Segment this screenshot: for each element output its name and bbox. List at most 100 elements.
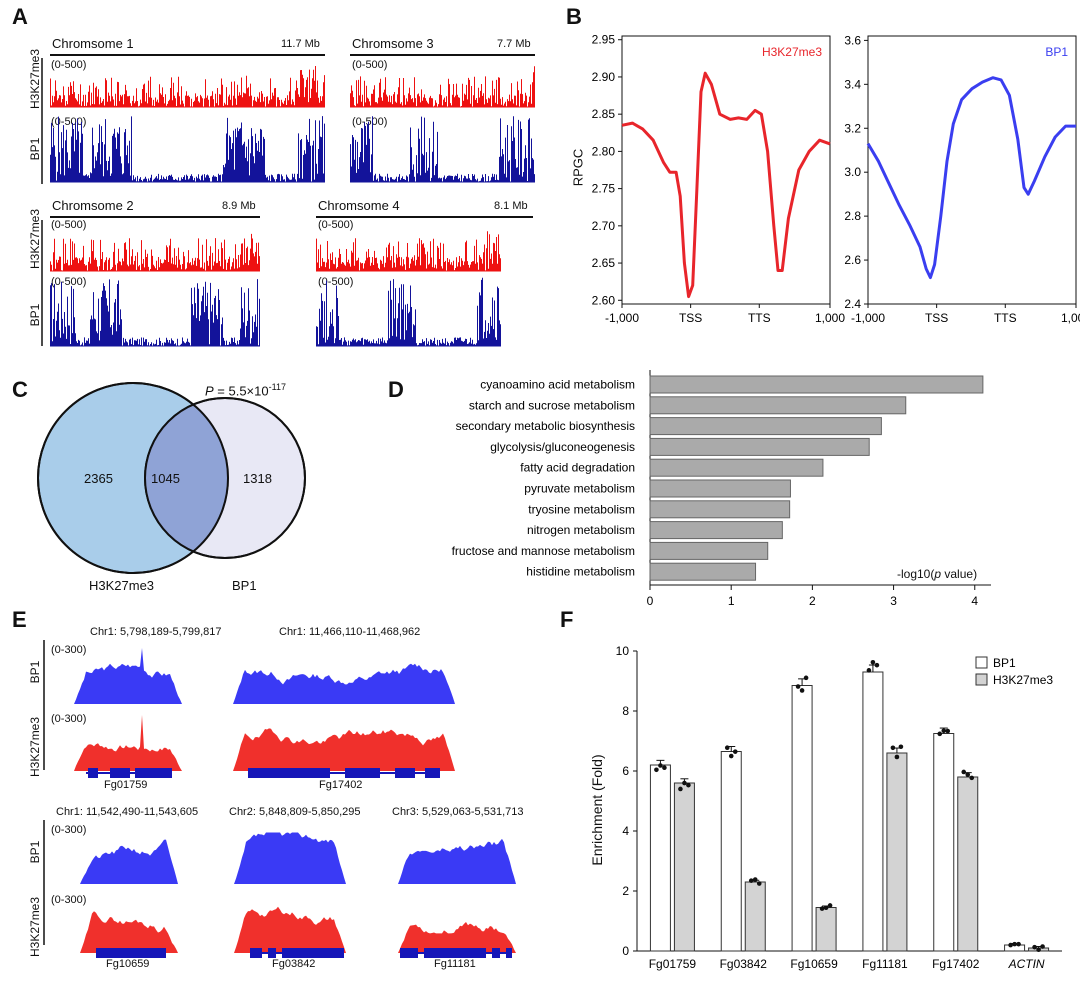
category-label: tryosine metabolism (528, 502, 635, 516)
panel-label-c: C (12, 377, 28, 402)
x-tick-label: 4 (971, 594, 978, 608)
bar (933, 733, 955, 952)
panel-label-f: F (560, 607, 574, 632)
bp1-coverage (233, 663, 455, 704)
y-tick-label: 10 (616, 644, 630, 658)
h3k27me3-signal (50, 66, 325, 107)
replicate-point (1012, 941, 1017, 947)
bar (862, 671, 884, 952)
replicate-point (870, 659, 876, 665)
bp1-signal (350, 116, 535, 182)
locus-coord: Chr1: 11,466,110-11,468,962 (279, 626, 421, 638)
chrom1-size: 11.7 Mb (281, 38, 320, 50)
x-axis-label: -log10(p value) (897, 567, 978, 581)
plot-frame (867, 35, 1077, 305)
p-value: P = 5.5×10-117 (205, 382, 286, 399)
x-tick-label: TSS (925, 311, 948, 325)
bar (815, 907, 837, 952)
y-tick-label: 2.85 (592, 107, 616, 121)
legend-label: H3K27me3 (993, 673, 1053, 687)
bar (744, 881, 766, 952)
range-label: (0-300) (51, 824, 87, 836)
replicate-point (890, 745, 896, 751)
replicate-point (1032, 944, 1037, 950)
x-tick-label: 1 (728, 594, 735, 608)
legend-label: H3K27me3 (762, 45, 822, 59)
bar (649, 500, 791, 519)
x-tick-label: -1,000 (851, 311, 885, 325)
category-label: Fg17402 (932, 957, 980, 971)
panel-label-d: D (388, 377, 404, 402)
locus-coord: Chr1: 11,542,490-11,543,605 (56, 806, 199, 818)
bar (957, 776, 979, 952)
range-label: (0-500) (352, 116, 388, 128)
gene-name: Fg17402 (319, 779, 363, 791)
gene-exon (492, 948, 500, 958)
replicate-point (662, 765, 667, 771)
y-tick-label: 3.6 (844, 33, 861, 47)
y-tick-label: 3.2 (844, 121, 861, 135)
chrom1-title: Chromsome 1 (52, 36, 134, 51)
count-bp1-only: 1318 (243, 471, 272, 486)
h3k27me3-coverage (233, 728, 455, 771)
y-tick-label: 8 (622, 704, 629, 718)
replicate-point (1036, 947, 1041, 952)
y-tick-label: 2.95 (592, 33, 616, 47)
replicate-point (874, 662, 880, 668)
h3k27me3-coverage (74, 715, 182, 771)
category-label: Fg01759 (649, 957, 697, 971)
replicate-point (682, 780, 687, 786)
gene-exon (250, 948, 262, 958)
y-tick-label: 2.70 (592, 219, 616, 233)
category-label: pyruvate metabolism (524, 482, 635, 496)
category-label: Fg11181 (862, 957, 908, 971)
bar (649, 396, 907, 415)
replicate-point (728, 753, 734, 759)
gene-exon (400, 948, 418, 958)
gene-exon (282, 948, 344, 958)
category-label: fatty acid degradation (520, 461, 635, 475)
bar (649, 479, 791, 498)
h3k27me3-signal (50, 233, 260, 271)
gene-exon (96, 948, 166, 958)
replicate-point (732, 749, 738, 754)
replicate-point (941, 728, 947, 734)
range-label: (0-300) (51, 713, 87, 725)
replicate-point (937, 731, 943, 737)
bar (720, 751, 742, 952)
replicate-point (686, 782, 691, 788)
bp1-coverage (234, 832, 346, 884)
chrom4-size: 8.1 Mb (494, 200, 528, 212)
y-tick-label: 3.4 (844, 77, 861, 91)
bar (673, 782, 695, 952)
legend-label: BP1 (993, 656, 1016, 670)
replicate-point (756, 881, 762, 886)
x-tick-label: TTS (994, 311, 1017, 325)
gene-name: Fg03842 (272, 958, 316, 970)
category-label: glycolysis/gluconeogenesis (490, 440, 635, 454)
replicate-point (748, 878, 754, 883)
bar (649, 521, 783, 540)
replicate-point (866, 668, 872, 673)
replicate-point (1040, 944, 1045, 949)
panel-label-a: A (12, 4, 28, 29)
locus-coord: Chr1: 5,798,189-5,799,817 (90, 626, 222, 638)
bar (649, 458, 824, 477)
category-label: nitrogen metabolism (527, 523, 635, 537)
x-tick-label: TTS (748, 311, 771, 325)
replicate-point (961, 769, 967, 775)
replicate-point (803, 675, 809, 681)
legend-swatch (975, 656, 988, 669)
bar (649, 562, 757, 581)
gene-name: Fg11181 (434, 958, 476, 970)
y-tick-label: 2.90 (592, 70, 616, 84)
replicate-point (654, 767, 659, 773)
gene-name: Fg10659 (106, 958, 150, 970)
replicate-point (795, 684, 801, 689)
replicate-point (965, 772, 971, 777)
replicate-point (969, 775, 975, 781)
